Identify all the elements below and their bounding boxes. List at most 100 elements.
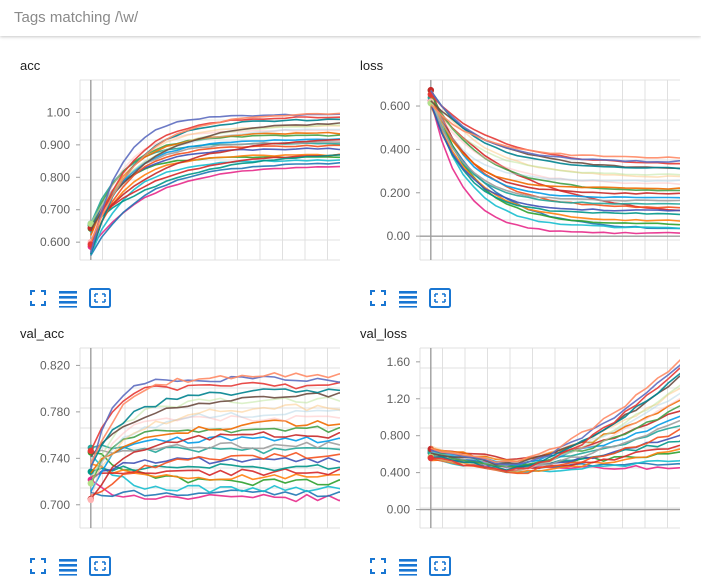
fit-domain-button[interactable] bbox=[88, 554, 112, 578]
series-line[interactable] bbox=[90, 463, 340, 473]
tag-filter-bar[interactable]: Tags matching /\w/ bbox=[0, 0, 701, 36]
fullscreen-button[interactable] bbox=[26, 286, 50, 310]
series-line[interactable] bbox=[90, 161, 340, 256]
y-tick-label: 1.60 bbox=[387, 355, 411, 369]
series-line[interactable] bbox=[90, 381, 340, 452]
y-tick-label: 0.780 bbox=[40, 405, 70, 419]
chart-toolbar bbox=[0, 554, 120, 578]
series-startpoint[interactable] bbox=[87, 480, 95, 487]
y-tick-label: 0.600 bbox=[380, 99, 410, 113]
y-tick-label: 0.800 bbox=[380, 429, 410, 443]
series-line[interactable] bbox=[430, 419, 680, 470]
series-line[interactable] bbox=[430, 350, 680, 464]
series-line[interactable] bbox=[90, 451, 340, 497]
series-line[interactable] bbox=[430, 89, 680, 178]
series-line[interactable] bbox=[430, 101, 680, 186]
series-startpoint[interactable] bbox=[87, 496, 95, 503]
fullscreen-button[interactable] bbox=[366, 286, 390, 310]
chart-plot-val-acc[interactable]: 0.700 0.740 0.780 0.820 bbox=[0, 306, 340, 536]
series-line[interactable] bbox=[90, 112, 340, 242]
series-line[interactable] bbox=[90, 396, 340, 484]
y-tick-label: 0.400 bbox=[380, 466, 410, 480]
series-line[interactable] bbox=[90, 154, 340, 227]
series-line[interactable] bbox=[430, 102, 680, 176]
series-line[interactable] bbox=[430, 104, 680, 159]
series-line[interactable] bbox=[90, 134, 340, 227]
toggle-legend-button[interactable] bbox=[396, 554, 420, 578]
y-tick-label: 0.00 bbox=[387, 503, 411, 517]
series-line[interactable] bbox=[430, 95, 680, 190]
series-startpoint[interactable] bbox=[87, 447, 95, 455]
chart-grid bbox=[419, 347, 680, 529]
series-line[interactable] bbox=[430, 94, 680, 192]
series-line[interactable] bbox=[430, 100, 680, 235]
series-line[interactable] bbox=[430, 89, 680, 199]
series-line[interactable] bbox=[90, 153, 340, 245]
fullscreen-button[interactable] bbox=[366, 554, 390, 578]
series-line[interactable] bbox=[90, 159, 340, 255]
chart-toolbar bbox=[0, 286, 120, 310]
y-tick-label: 1.20 bbox=[387, 392, 411, 406]
series-line[interactable] bbox=[90, 138, 340, 234]
tag-filter-input[interactable]: Tags matching /\w/ bbox=[14, 9, 139, 26]
chart-plot-acc[interactable]: 0.600 0.700 0.800 0.900 1.00 bbox=[0, 38, 340, 268]
chart-plot-loss[interactable]: 0.00 0.200 0.400 0.600 bbox=[340, 38, 680, 268]
fit-domain-button[interactable] bbox=[428, 286, 452, 310]
fit-domain-button[interactable] bbox=[88, 286, 112, 310]
series-line[interactable] bbox=[90, 468, 340, 478]
series-line[interactable] bbox=[90, 441, 340, 455]
series-line[interactable] bbox=[90, 419, 340, 474]
series-line[interactable] bbox=[430, 102, 680, 216]
series-line[interactable] bbox=[430, 98, 680, 202]
chart-toolbar bbox=[340, 286, 460, 310]
series-line[interactable] bbox=[430, 425, 680, 475]
series-line[interactable] bbox=[90, 122, 340, 231]
y-tick-label: 0.700 bbox=[40, 203, 70, 217]
chart-plot-val-loss[interactable]: 0.00 0.400 0.800 1.20 1.60 bbox=[340, 306, 680, 536]
y-tick-label: 1.00 bbox=[47, 105, 71, 119]
series-line[interactable] bbox=[90, 414, 340, 501]
y-tick-label: 0.820 bbox=[40, 358, 70, 372]
y-tick-label: 0.600 bbox=[40, 235, 70, 249]
series-line[interactable] bbox=[430, 97, 680, 230]
series-line[interactable] bbox=[430, 90, 680, 170]
y-tick-label: 0.740 bbox=[40, 451, 70, 465]
series-line[interactable] bbox=[90, 409, 340, 478]
series-line[interactable] bbox=[430, 366, 680, 472]
fit-domain-icon bbox=[89, 288, 111, 308]
series-line[interactable] bbox=[430, 361, 680, 473]
y-tick-label: 0.700 bbox=[40, 498, 70, 512]
y-tick-label: 0.400 bbox=[380, 142, 410, 156]
toggle-legend-button[interactable] bbox=[396, 286, 420, 310]
series-line[interactable] bbox=[430, 90, 680, 163]
series-line[interactable] bbox=[90, 138, 340, 229]
toggle-legend-button[interactable] bbox=[56, 554, 80, 578]
series-line[interactable] bbox=[90, 392, 340, 458]
series-line[interactable] bbox=[90, 453, 340, 494]
chart-title: val_loss bbox=[360, 326, 407, 341]
fit-domain-button[interactable] bbox=[428, 554, 452, 578]
series-line[interactable] bbox=[90, 375, 340, 470]
series-line[interactable] bbox=[430, 101, 680, 183]
chart-card-val-loss: val_loss 0.00 0.400 0.800 1.20 1.60 bbox=[340, 306, 680, 576]
toggle-legend-button[interactable] bbox=[56, 286, 80, 310]
series-line[interactable] bbox=[90, 403, 340, 484]
series-line[interactable] bbox=[430, 97, 680, 205]
series-line[interactable] bbox=[90, 431, 340, 500]
series-startpoint[interactable] bbox=[427, 454, 434, 462]
series-line[interactable] bbox=[90, 144, 340, 251]
fit-domain-icon bbox=[429, 288, 451, 308]
chart-title: acc bbox=[20, 58, 41, 73]
series-line[interactable] bbox=[90, 129, 340, 243]
legend-list-icon bbox=[59, 291, 77, 308]
fullscreen-button[interactable] bbox=[26, 554, 50, 578]
series-line[interactable] bbox=[90, 435, 340, 492]
series-line[interactable] bbox=[90, 128, 340, 224]
series-line[interactable] bbox=[90, 479, 340, 503]
chart-title: loss bbox=[360, 58, 384, 73]
series-line[interactable] bbox=[430, 103, 680, 212]
series-startpoint[interactable] bbox=[87, 220, 95, 227]
series-line[interactable] bbox=[90, 372, 340, 464]
series-line[interactable] bbox=[90, 388, 340, 468]
fit-domain-icon bbox=[89, 556, 111, 576]
